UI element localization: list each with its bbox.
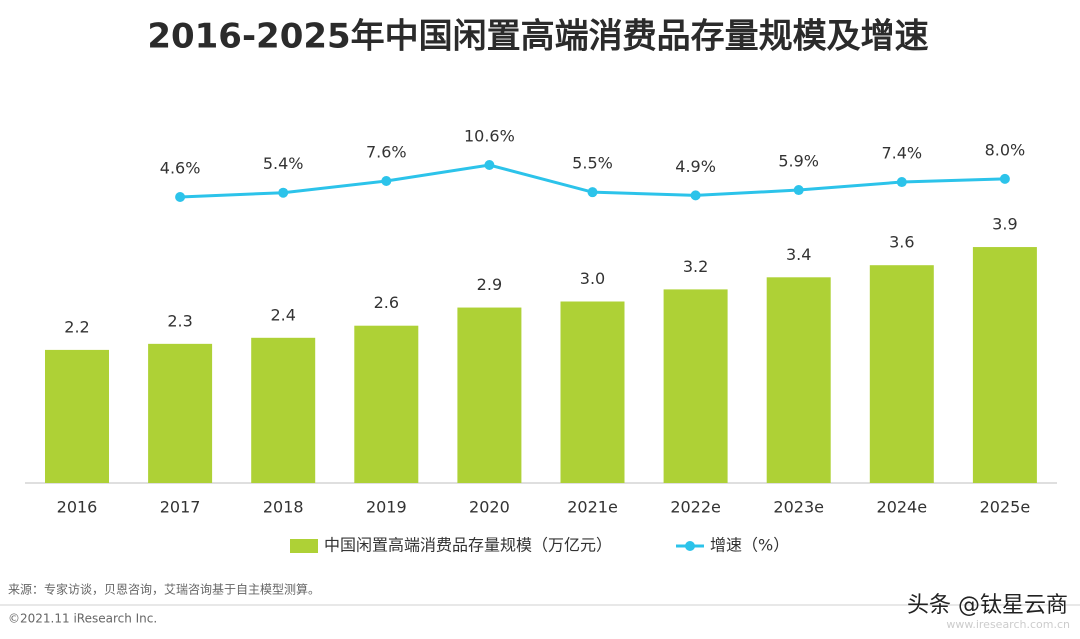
line-value-label: 4.9% — [675, 157, 716, 176]
line-point — [381, 175, 392, 186]
bar-value-label: 2.2 — [64, 317, 89, 336]
x-tick-label: 2017 — [160, 498, 201, 517]
bar-value-label: 3.2 — [683, 257, 708, 276]
line-value-label: 7.6% — [366, 142, 407, 161]
source-note: 来源：专家访谈，贝恩咨询，艾瑞咨询基于自主模型测算。 — [8, 582, 320, 597]
bar — [560, 301, 625, 483]
line-value-label: 5.9% — [778, 152, 819, 171]
line-point — [896, 177, 907, 188]
line-value-label: 10.6% — [464, 127, 515, 146]
x-tick-label: 2021e — [567, 498, 618, 517]
bar — [148, 343, 213, 483]
x-tick-label: 2023e — [773, 498, 824, 517]
x-tick-label: 2020 — [469, 498, 510, 517]
bar — [354, 325, 419, 483]
line-point — [278, 187, 289, 198]
bar-value-label: 3.9 — [992, 215, 1017, 234]
line-value-label: 7.4% — [881, 144, 922, 163]
x-tick-label: 2025e — [980, 498, 1031, 517]
bar-value-label: 3.4 — [786, 245, 811, 264]
legend-swatch — [685, 541, 695, 551]
line-value-label: 8.0% — [985, 140, 1026, 159]
bar-value-label: 2.9 — [477, 275, 502, 294]
line-point — [587, 187, 598, 198]
bar-value-label: 2.6 — [374, 293, 399, 312]
line-point — [999, 173, 1010, 184]
bar-value-label: 2.3 — [167, 311, 192, 330]
copyright: ©2021.11 iResearch Inc. — [8, 612, 157, 626]
x-tick-label: 2016 — [57, 498, 98, 517]
website: www.iresearch.com.cn — [946, 618, 1070, 631]
line-value-label: 4.6% — [160, 158, 201, 177]
legend-label: 中国闲置高端消费品存量规模（万亿元） — [324, 536, 612, 555]
bar — [766, 277, 831, 483]
bar-value-label: 3.0 — [580, 269, 605, 288]
chart-title: 2016-2025年中国闲置高端消费品存量规模及增速 — [147, 17, 928, 57]
legend-swatch — [290, 539, 318, 553]
line-value-label: 5.4% — [263, 154, 304, 173]
bar — [251, 337, 316, 483]
line-value-label: 5.5% — [572, 154, 613, 173]
bar — [972, 247, 1037, 483]
bar — [663, 289, 728, 483]
legend-label: 增速（%） — [710, 536, 789, 555]
line-point — [484, 160, 495, 171]
x-tick-label: 2022e — [670, 498, 721, 517]
line-point — [175, 191, 186, 202]
bar — [457, 307, 522, 483]
line-point — [690, 190, 701, 201]
bar — [869, 265, 934, 483]
bar-value-label: 2.4 — [270, 305, 295, 324]
x-tick-label: 2019 — [366, 498, 407, 517]
bar — [45, 349, 109, 483]
x-tick-label: 2024e — [877, 498, 928, 517]
x-tick-label: 2018 — [263, 498, 304, 517]
bar-value-label: 3.6 — [889, 233, 914, 252]
watermark: 头条 @钛星云商 — [907, 593, 1068, 618]
line-point — [793, 185, 804, 196]
